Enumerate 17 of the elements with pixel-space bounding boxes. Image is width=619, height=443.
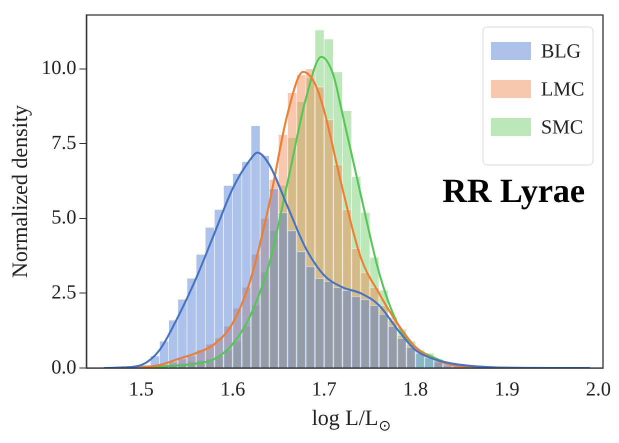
x-tick-label: 1.8 — [403, 378, 428, 400]
y-axis-title: Normalized density — [6, 105, 32, 278]
y-tick-label: 2.5 — [51, 281, 76, 304]
x-tick-label: 1.7 — [312, 378, 337, 400]
y-tick-label: 0.0 — [51, 356, 76, 378]
y-tick-label: 10.0 — [41, 57, 76, 80]
legend-label: LMC — [541, 78, 584, 100]
y-tick-label: 7.5 — [51, 132, 76, 154]
x-tick-label: 1.5 — [128, 378, 154, 400]
x-tick-label: 2.0 — [586, 378, 611, 400]
legend-label: BLG — [541, 40, 581, 62]
x-tick-label: 1.9 — [494, 378, 520, 400]
annotation: RR Lyrae — [442, 172, 585, 210]
y-tick-label: 5.0 — [51, 206, 76, 229]
x-tick-label: 1.6 — [220, 378, 246, 400]
x-axis-title: log L/L$_{⊙}$ — [310, 405, 392, 436]
legend-label: SMC — [541, 116, 584, 138]
